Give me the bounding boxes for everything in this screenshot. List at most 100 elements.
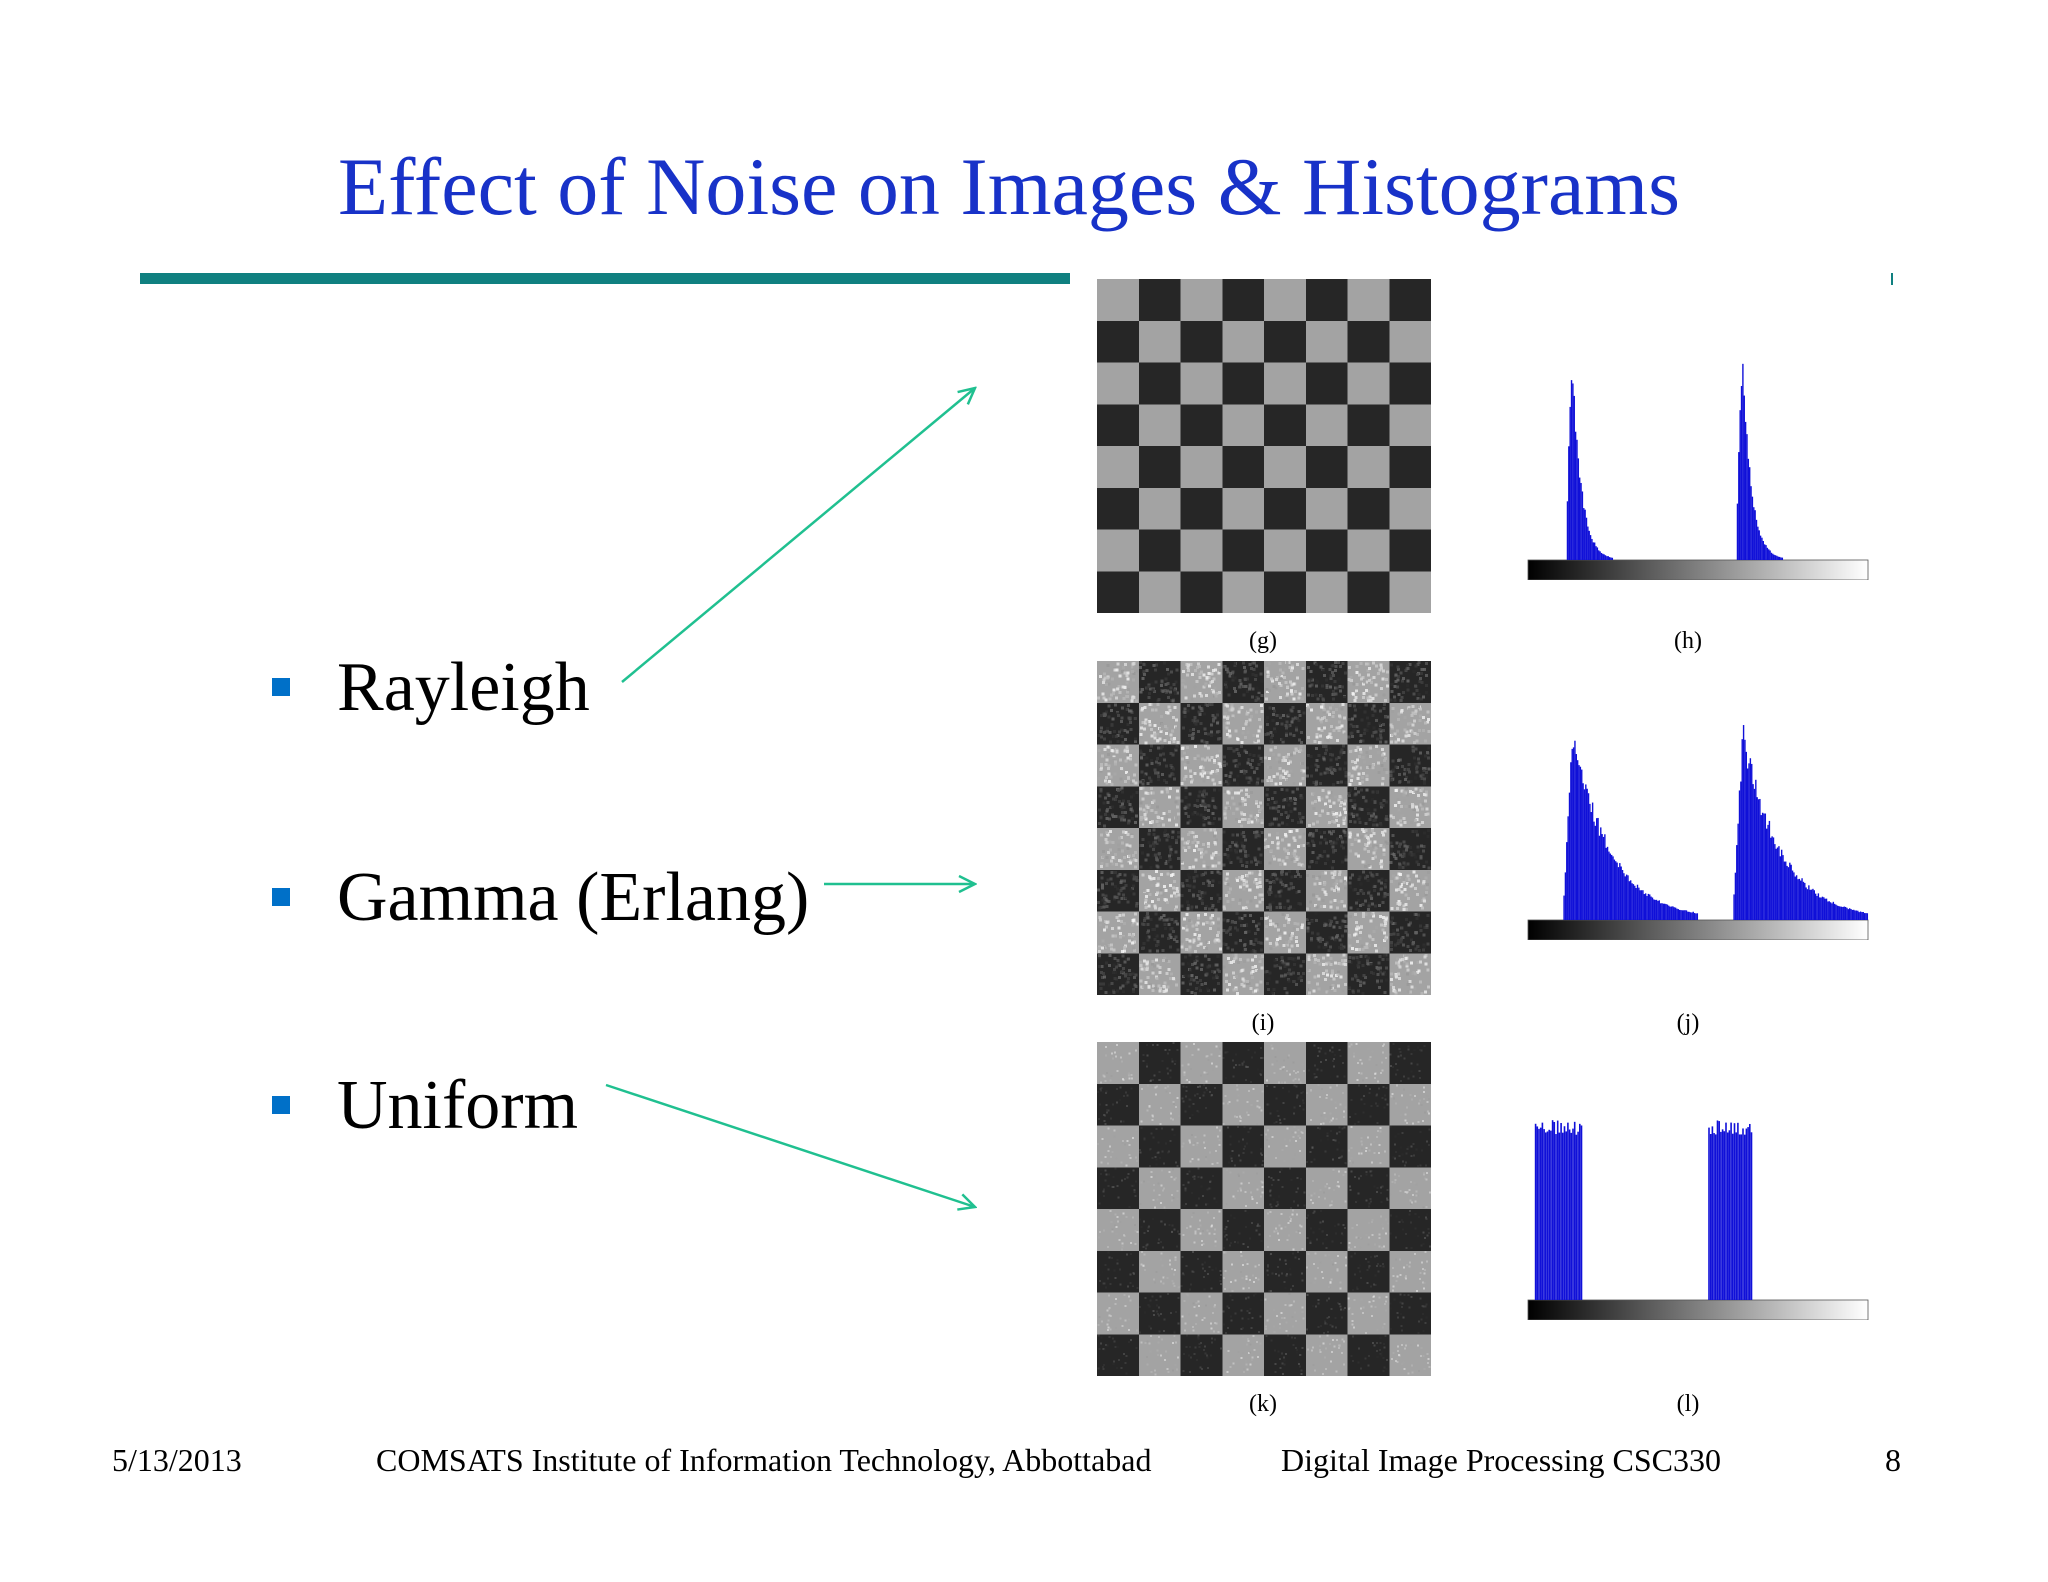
checker-square-dark bbox=[1097, 1167, 1140, 1210]
noise-speck bbox=[1158, 818, 1162, 822]
noise-speck bbox=[1426, 812, 1430, 816]
noise-speck bbox=[1406, 667, 1410, 671]
noise-speck bbox=[1267, 1137, 1270, 1140]
noise-speck bbox=[1108, 730, 1112, 734]
noise-speck bbox=[1322, 674, 1326, 678]
noise-speck bbox=[1104, 897, 1108, 901]
noise-speck bbox=[1163, 981, 1167, 985]
noise-speck bbox=[1377, 892, 1381, 896]
noise-speck bbox=[1199, 1085, 1202, 1088]
noise-speck bbox=[1335, 879, 1339, 883]
noise-speck bbox=[1156, 732, 1160, 736]
noise-speck bbox=[1295, 890, 1299, 894]
noise-speck bbox=[1310, 792, 1314, 796]
noise-speck bbox=[1276, 928, 1280, 932]
noise-speck bbox=[1366, 808, 1370, 812]
noise-speck bbox=[1325, 795, 1329, 799]
noise-speck bbox=[1243, 937, 1247, 941]
noise-speck bbox=[1353, 820, 1357, 824]
noise-speck bbox=[1164, 889, 1168, 893]
noise-speck bbox=[1099, 1128, 1102, 1131]
noise-speck bbox=[1228, 960, 1232, 964]
noise-speck bbox=[1115, 750, 1119, 754]
noise-speck bbox=[1109, 848, 1113, 852]
noise-speck bbox=[1360, 1174, 1363, 1177]
noise-speck bbox=[1140, 1126, 1143, 1129]
noise-speck bbox=[1183, 841, 1187, 845]
noise-speck bbox=[1236, 960, 1240, 964]
noise-speck bbox=[1306, 760, 1310, 764]
noise-speck bbox=[1099, 923, 1103, 927]
noise-speck bbox=[1422, 880, 1426, 884]
noise-speck bbox=[1321, 898, 1325, 902]
noise-speck bbox=[1224, 773, 1228, 777]
noise-speck bbox=[1371, 814, 1375, 818]
noise-speck bbox=[1172, 879, 1176, 883]
noise-speck bbox=[1099, 1081, 1102, 1084]
noise-speck bbox=[1160, 1106, 1163, 1109]
noise-speck bbox=[1153, 840, 1157, 844]
noise-speck bbox=[1342, 962, 1346, 966]
noise-speck bbox=[1321, 1088, 1324, 1091]
noise-speck bbox=[1135, 902, 1139, 906]
noise-speck bbox=[1350, 812, 1354, 816]
noise-speck bbox=[1381, 722, 1385, 726]
noise-speck bbox=[1412, 756, 1416, 760]
noise-speck bbox=[1396, 685, 1400, 689]
noise-speck bbox=[1150, 1079, 1153, 1082]
noise-speck bbox=[1397, 1055, 1400, 1058]
noise-speck bbox=[1175, 1105, 1178, 1108]
noise-speck bbox=[1355, 1201, 1358, 1204]
noise-speck bbox=[1192, 1103, 1195, 1106]
noise-speck bbox=[1214, 940, 1218, 944]
noise-speck bbox=[1265, 844, 1269, 848]
noise-speck bbox=[1153, 736, 1157, 740]
noise-speck bbox=[1167, 705, 1171, 709]
noise-speck bbox=[1174, 800, 1178, 804]
noise-speck bbox=[1293, 807, 1297, 811]
noise-speck bbox=[1141, 984, 1145, 988]
noise-speck bbox=[1230, 948, 1234, 952]
noise-speck bbox=[1240, 832, 1244, 836]
noise-speck bbox=[1363, 946, 1367, 950]
checker-square-dark bbox=[1305, 1042, 1348, 1085]
noise-speck bbox=[1125, 750, 1129, 754]
noise-speck bbox=[1121, 750, 1125, 754]
noise-speck bbox=[1284, 1081, 1287, 1084]
noise-speck bbox=[1413, 986, 1417, 990]
noise-speck bbox=[1319, 1189, 1322, 1192]
noise-speck bbox=[1423, 721, 1427, 725]
noise-speck bbox=[1163, 898, 1167, 902]
noise-speck bbox=[1144, 772, 1148, 776]
noise-speck bbox=[1133, 937, 1137, 941]
noise-speck bbox=[1211, 822, 1215, 826]
noise-speck bbox=[1330, 671, 1334, 675]
noise-speck bbox=[1383, 715, 1387, 719]
noise-speck bbox=[1332, 812, 1336, 816]
arrow-uniform bbox=[605, 1083, 975, 1207]
noise-speck bbox=[1142, 941, 1146, 945]
noise-speck bbox=[1297, 709, 1301, 713]
noise-speck bbox=[1364, 899, 1368, 903]
noise-speck bbox=[1354, 1123, 1357, 1126]
noise-speck bbox=[1236, 774, 1240, 778]
noise-speck bbox=[1354, 975, 1358, 979]
noise-speck bbox=[1126, 777, 1130, 781]
noise-speck bbox=[1130, 833, 1134, 837]
noise-speck bbox=[1187, 962, 1191, 966]
noise-speck bbox=[1305, 1168, 1308, 1171]
noise-speck bbox=[1314, 861, 1318, 865]
noise-speck bbox=[1203, 727, 1207, 731]
noise-speck bbox=[1126, 773, 1130, 777]
noise-speck bbox=[1100, 714, 1104, 718]
noise-speck bbox=[1254, 674, 1258, 678]
noise-speck bbox=[1362, 1095, 1365, 1098]
noise-speck bbox=[1360, 1072, 1363, 1075]
checker-square-dark bbox=[1347, 1083, 1390, 1126]
noise-speck bbox=[1154, 853, 1158, 857]
noise-speck bbox=[1100, 964, 1104, 968]
noise-speck bbox=[1118, 1059, 1121, 1062]
noise-speck bbox=[1319, 772, 1323, 776]
noise-speck bbox=[1258, 718, 1262, 722]
noise-speck bbox=[1329, 736, 1333, 740]
